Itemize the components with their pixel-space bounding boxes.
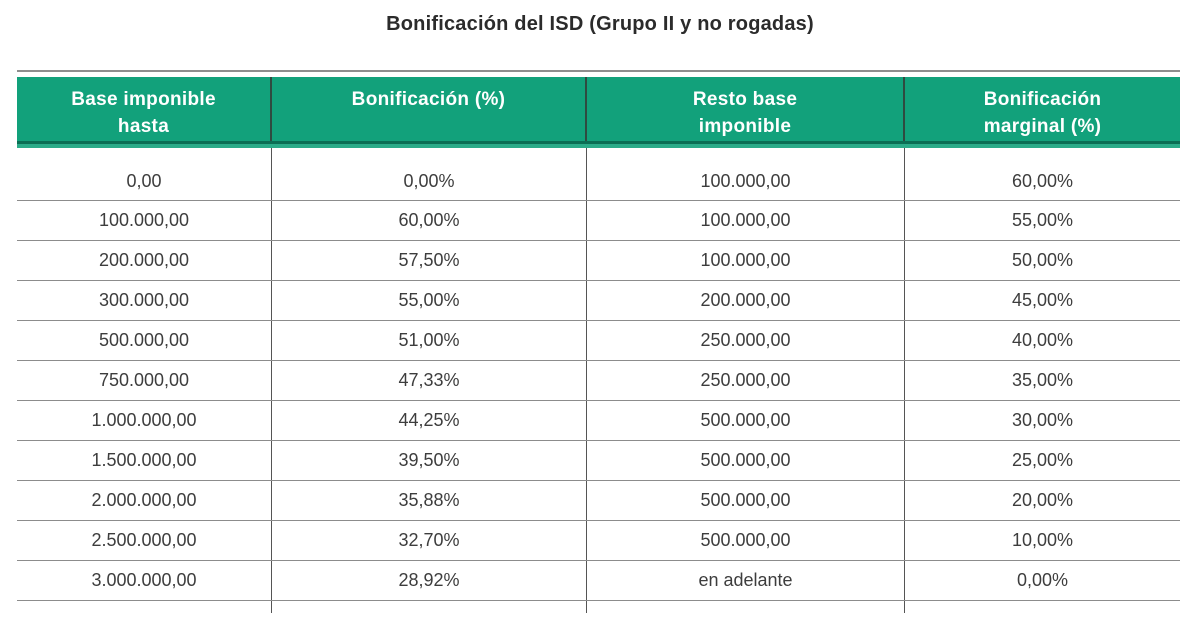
bonus-table: Base imponible hasta Bonificación (%) Re… — [17, 70, 1180, 613]
table-cell: en adelante — [587, 561, 905, 600]
table-cell: 100.000,00 — [587, 201, 905, 240]
table-cell: 500.000,00 — [587, 481, 905, 520]
table-cutoff-cell — [905, 601, 1180, 613]
table-cutoff-cell — [272, 601, 587, 613]
table-row: 100.000,00 60,00% 100.000,00 55,00% — [17, 201, 1180, 241]
table-row: 500.000,00 51,00% 250.000,00 40,00% — [17, 321, 1180, 361]
table-cell: 30,00% — [1011, 410, 1074, 430]
table-cell: 250.000,00 — [587, 361, 905, 400]
table-cell: 500.000,00 — [17, 321, 272, 360]
table-cell: 28,92% — [272, 561, 587, 600]
table-row: 1.000.000,00 44,25% 500.000,00 30,00% — [17, 401, 1180, 441]
table-cell: 750.000,00 — [17, 361, 272, 400]
table-cutoff-cell — [17, 601, 272, 613]
table-cell: 25,00% — [1011, 450, 1074, 470]
table-cell: 250.000,00 — [587, 321, 905, 360]
table-cell: 500.000,00 — [587, 441, 905, 480]
column-header-bonificacion-marginal: Bonificación marginal (%) — [983, 89, 1102, 137]
table-row: 1.500.000,00 39,50% 500.000,00 25,00% — [17, 441, 1180, 481]
table-cell: 2.500.000,00 — [17, 521, 272, 560]
table-row: 2.500.000,00 32,70% 500.000,00 10,00% — [17, 521, 1180, 561]
table-cell: 500.000,00 — [587, 521, 905, 560]
table-body: 0,00 0,00% 100.000,00 60,00% 100.000,00 60,00… — [17, 148, 1180, 601]
table-row: 3.000.000,00 28,92% en adelante 0,00% — [17, 561, 1180, 601]
table-cell: 0,00% — [1016, 570, 1069, 590]
table-row: 300.000,00 55,00% 200.000,00 45,00% — [17, 281, 1180, 321]
page-title: Bonificación del ISD (Grupo II y no roga… — [386, 13, 814, 35]
table-row: 0,00 0,00% 100.000,00 60,00% — [17, 148, 1180, 201]
table-cell: 60,00% — [1011, 170, 1074, 191]
table-cell: 500.000,00 — [587, 401, 905, 440]
table-header-row: Base imponible hasta Bonificación (%) Re… — [17, 77, 1180, 144]
table-cell: 3.000.000,00 — [17, 561, 272, 600]
table-cell: 200.000,00 — [587, 281, 905, 320]
table-cell: 100.000,00 — [587, 148, 905, 200]
table-cell: 55,00% — [1011, 210, 1074, 230]
table-cell: 51,00% — [272, 321, 587, 360]
table-cell: 40,00% — [1011, 330, 1074, 350]
table-cell: 100.000,00 — [587, 241, 905, 280]
table-cell: 300.000,00 — [17, 281, 272, 320]
table-cell: 45,00% — [1011, 290, 1074, 310]
table-cell: 47,33% — [272, 361, 587, 400]
table-row: 200.000,00 57,50% 100.000,00 50,00% — [17, 241, 1180, 281]
table-cutoff-row — [17, 601, 1180, 613]
column-header-bonificacion: Bonificación (%) — [272, 77, 587, 141]
table-cell: 20,00% — [1011, 490, 1074, 510]
table-cell: 35,88% — [272, 481, 587, 520]
table-cell: 35,00% — [1011, 370, 1074, 390]
table-cell: 32,70% — [272, 521, 587, 560]
table-cell: 50,00% — [1011, 250, 1074, 270]
table-cell: 0,00% — [272, 148, 587, 200]
table-cutoff-cell — [587, 601, 905, 613]
table-cell: 39,50% — [272, 441, 587, 480]
table-cell: 44,25% — [272, 401, 587, 440]
table-cell: 200.000,00 — [17, 241, 272, 280]
table-cell: 10,00% — [1011, 530, 1074, 550]
header-accent-strip — [17, 144, 1180, 148]
table-row: 2.000.000,00 35,88% 500.000,00 20,00% — [17, 481, 1180, 521]
table-cell: 57,50% — [272, 241, 587, 280]
table-row: 750.000,00 47,33% 250.000,00 35,00% — [17, 361, 1180, 401]
column-header-resto-base: Resto base imponible — [587, 77, 905, 141]
table-cell: 100.000,00 — [17, 201, 272, 240]
table-cell: 1.500.000,00 — [17, 441, 272, 480]
table-cell: 0,00 — [17, 148, 272, 200]
column-header-base-imponible: Base imponible hasta — [17, 77, 272, 141]
table-cell: 55,00% — [272, 281, 587, 320]
table-cell: 60,00% — [272, 201, 587, 240]
table-top-rule — [17, 70, 1180, 72]
table-cell: 1.000.000,00 — [17, 401, 272, 440]
table-cell: 2.000.000,00 — [17, 481, 272, 520]
